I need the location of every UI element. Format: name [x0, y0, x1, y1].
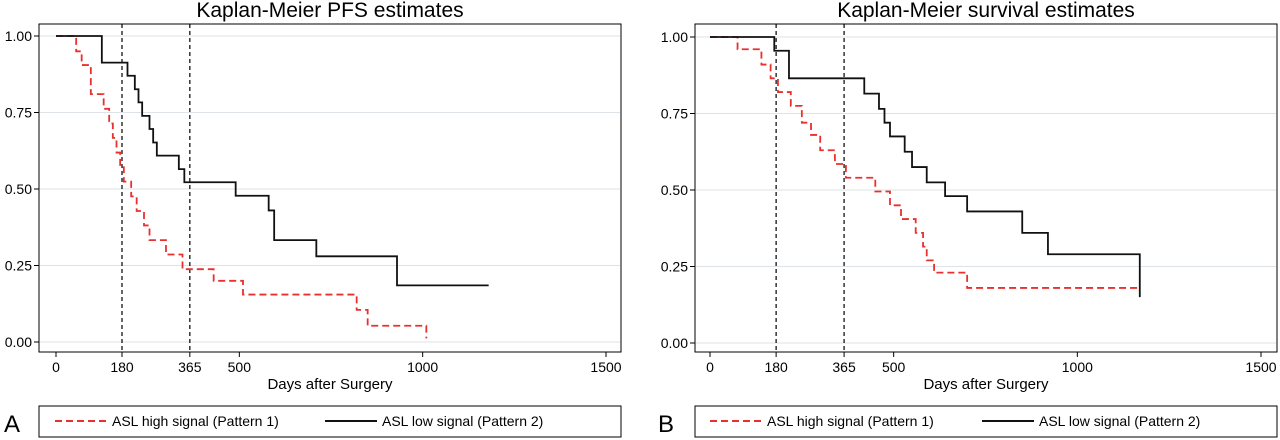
panel-a-reflines	[121, 24, 191, 352]
panel-a-ytick-label: 0.00	[5, 334, 32, 350]
panel-b-ytick-label: 0.00	[661, 335, 688, 351]
panel-a-grid	[40, 35, 620, 343]
panel-b-series-low-signal-line	[710, 36, 1141, 298]
panel-a-ytick-label: 0.25	[5, 258, 32, 274]
panel-a-ytick-label: 0.50	[5, 181, 32, 197]
panel-a-xtick-label: 365	[178, 359, 202, 375]
panel-a-series	[56, 35, 489, 339]
panel-a-legend-label-low: ASL low signal (Pattern 2)	[382, 413, 543, 429]
panel-b-legend-label-low: ASL low signal (Pattern 2)	[1039, 413, 1200, 429]
panel-a-xtick-label: 1500	[590, 359, 621, 375]
panel-a-xtick-label: 180	[110, 359, 134, 375]
panel-a-ytick-label: 1.00	[5, 28, 32, 44]
panel-a-title: Kaplan-Meier PFS estimates	[196, 0, 463, 22]
panel-b-grid	[696, 36, 1276, 344]
panel-a-xtick-label: 0	[52, 359, 60, 375]
panel-b-xtick-label: 1500	[1245, 359, 1276, 375]
panel-b-xtick-label: 365	[832, 359, 856, 375]
panel-b-reflines	[775, 24, 845, 352]
panel-b-title: Kaplan-Meier survival estimates	[837, 0, 1135, 22]
panel-b-xaxis: 0 180 365 500 1000 1500	[706, 352, 1277, 375]
panel-a-xlabel: Days after Surgery	[267, 376, 393, 393]
panel-a-series-high-signal-line	[56, 35, 428, 339]
panel-b-ytick-label: 1.00	[661, 29, 688, 45]
panel-a-letter: A	[4, 411, 20, 438]
panel-a-yaxis: 0.00 0.25 0.50 0.75 1.00	[5, 28, 39, 350]
panel-b-series	[710, 36, 1141, 298]
panel-b-ytick-label: 0.75	[661, 106, 688, 122]
panel-a-xtick-label: 1000	[407, 359, 438, 375]
panel-b-xtick-label: 180	[764, 359, 788, 375]
panel-b-legend: ASL high signal (Pattern 1) ASL low sign…	[694, 405, 1278, 438]
panel-a-series-low-signal-line	[56, 35, 489, 287]
panel-a: Kaplan-Meier PFS estimates 0.000.250.500…	[4, 0, 622, 438]
panel-b-ytick-label: 0.50	[661, 182, 688, 198]
panel-b-yaxis: 0.00 0.25 0.50 0.75 1.00	[661, 29, 695, 351]
panel-b-xtick-label: 1000	[1062, 359, 1093, 375]
panel-a-ytick-label: 0.75	[5, 105, 32, 121]
panel-b-ytick-label: 0.25	[661, 259, 688, 275]
panel-a-xaxis: 0 180 365 500 1000 1500	[52, 352, 622, 375]
panel-a-legend-label-high: ASL high signal (Pattern 1)	[112, 413, 279, 429]
panel-b-xtick-label: 0	[706, 359, 714, 375]
panel-b-xtick-label: 500	[882, 359, 906, 375]
panel-b-plot-frame	[694, 23, 1278, 353]
panel-b: Kaplan-Meier survival estimates 0.00 0.25…	[658, 0, 1278, 438]
panel-b-legend-label-high: ASL high signal (Pattern 1)	[767, 413, 934, 429]
panel-b-letter: B	[658, 411, 674, 438]
panel-a-xtick-label: 500	[228, 359, 252, 375]
panel-b-xlabel: Days after Surgery	[923, 376, 1049, 393]
panel-a-legend: ASL high signal (Pattern 1) ASL low sign…	[38, 405, 622, 438]
panel-a-plot-frame	[38, 23, 622, 353]
panel-b-series-high-signal-line	[710, 36, 1140, 289]
